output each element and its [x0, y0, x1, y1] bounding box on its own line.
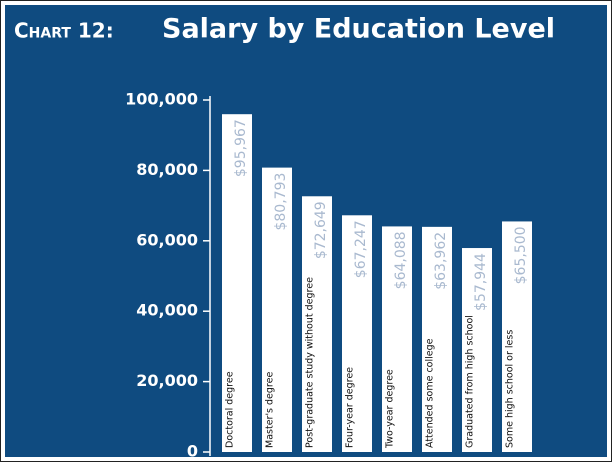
y-tick-label: 100,000 [125, 90, 198, 109]
value-label: $57,944 [473, 253, 489, 311]
category-label: Attended some college [425, 338, 436, 448]
y-tick-label: 80,000 [136, 160, 198, 179]
category-label: Two-year degree [385, 369, 396, 449]
value-label: $72,649 [313, 201, 329, 259]
y-tick-label: 60,000 [136, 230, 198, 249]
value-label: $80,793 [273, 173, 289, 231]
value-label: $95,967 [233, 119, 249, 177]
bar [502, 221, 532, 452]
y-tick-label: 40,000 [136, 301, 198, 320]
chart-title-label: Chart 12: [14, 19, 114, 43]
bar [422, 226, 452, 452]
y-tick-label: 20,000 [136, 371, 198, 390]
bar [222, 114, 252, 452]
y-tick-label: 0 [187, 442, 198, 461]
category-label: Master's degree [265, 372, 276, 448]
category-label: Graduated from high school [465, 315, 476, 448]
value-label: $67,247 [353, 220, 369, 278]
bar [262, 167, 292, 452]
category-label: Doctoral degree [225, 371, 236, 448]
category-label: Some high school or less [505, 330, 516, 448]
bar [302, 196, 332, 452]
category-label: Post-graduate study without degree [305, 277, 316, 448]
chart-title: Salary by Education Level [162, 14, 555, 45]
value-label: $63,962 [433, 232, 449, 290]
bar [382, 226, 412, 452]
category-label: Four-year degree [345, 367, 356, 448]
bar [342, 215, 372, 452]
value-label: $65,500 [513, 226, 529, 284]
value-label: $64,088 [393, 231, 409, 289]
bar [462, 248, 492, 452]
